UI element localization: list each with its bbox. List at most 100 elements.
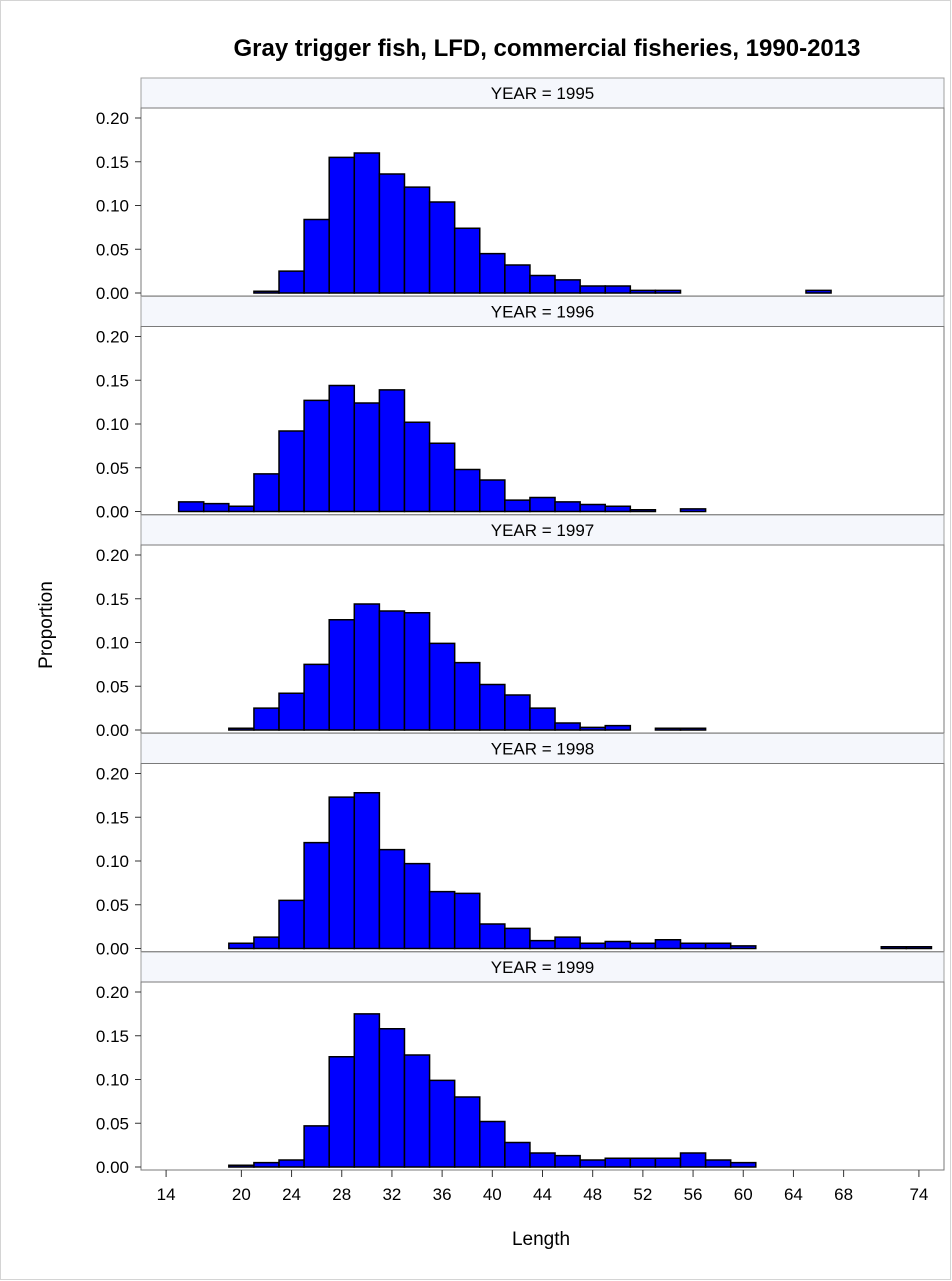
histogram-bar — [278, 1159, 305, 1168]
y-tick-label: 0.15 — [96, 153, 129, 172]
histogram-bar — [805, 289, 832, 294]
x-tick-label: 48 — [583, 1185, 602, 1204]
histogram-bar — [579, 1159, 606, 1168]
panel-label: YEAR = 1999 — [491, 958, 595, 977]
histogram-bar — [428, 1079, 456, 1168]
histogram-bar — [177, 501, 205, 513]
y-tick-label: 0.00 — [96, 284, 129, 303]
histogram-bar — [654, 939, 682, 950]
x-tick-label: 32 — [382, 1185, 401, 1204]
y-tick-label: 0.15 — [96, 808, 129, 827]
y-tick-label: 0.05 — [96, 677, 129, 696]
histogram-bar — [729, 945, 757, 950]
x-axis-label: Length — [512, 1229, 570, 1250]
histogram-bar — [403, 186, 431, 294]
histogram-bar — [378, 848, 406, 950]
y-tick-label: 0.15 — [96, 1027, 129, 1046]
histogram-bar — [403, 612, 431, 731]
y-tick-label: 0.10 — [96, 634, 129, 653]
histogram-bar — [303, 841, 330, 950]
histogram-bar — [328, 1056, 356, 1168]
histogram-bar — [453, 661, 481, 731]
histogram-bar — [328, 619, 356, 731]
histogram-bar — [453, 227, 481, 294]
y-tick-label: 0.00 — [96, 1158, 129, 1177]
histogram-bar — [479, 252, 506, 294]
y-tick-label: 0.00 — [96, 721, 129, 740]
histogram-bar — [554, 1154, 581, 1168]
panel-header — [140, 77, 945, 109]
histogram-bar — [679, 727, 707, 731]
x-tick-label: 28 — [332, 1185, 351, 1204]
histogram-bar — [504, 499, 531, 513]
chart-title: Gray trigger fish, LFD, commercial fishe… — [234, 35, 861, 62]
panel-3: YEAR = 1997 0.00 0.05 0.10 0.15 0.20 — [96, 514, 945, 740]
histogram-bar — [604, 285, 632, 294]
histogram-bar — [228, 727, 255, 731]
histogram-bar — [403, 1054, 431, 1168]
x-tick-label: 52 — [633, 1185, 652, 1204]
y-tick-label: 0.10 — [96, 852, 129, 871]
histogram-bar — [604, 940, 632, 950]
histogram-bar — [428, 642, 456, 731]
histogram-bar — [353, 603, 381, 731]
x-tick-label: 20 — [232, 1185, 251, 1204]
histogram-bar — [504, 264, 531, 294]
x-tick-label: 14 — [157, 1185, 176, 1204]
histogram-bar — [529, 496, 556, 513]
panel-1: YEAR = 1995 0.00 0.05 0.10 0.15 0.20 — [96, 77, 945, 303]
histogram-bar — [378, 173, 406, 294]
histogram-bar — [453, 1096, 481, 1168]
panel-label: YEAR = 1997 — [491, 521, 595, 540]
x-tick-label: 24 — [282, 1185, 301, 1204]
panel-label: YEAR = 1995 — [491, 84, 595, 103]
y-tick-label: 0.10 — [96, 197, 129, 216]
x-tick-label: 74 — [909, 1185, 928, 1204]
panel-2: YEAR = 1996 0.00 0.05 0.10 0.15 0.20 — [96, 296, 945, 522]
histogram-bar — [554, 936, 581, 950]
panel-header — [140, 514, 945, 546]
histogram-bar — [253, 473, 280, 513]
histogram-bar — [202, 502, 230, 513]
histogram-bar — [403, 421, 431, 513]
histogram-bar — [654, 289, 682, 294]
histogram-bar — [629, 942, 657, 950]
histogram-bar — [654, 727, 682, 731]
x-axis: 14 20 24 28 32 36 40 44 48 52 56 60 64 68 74 — [157, 1170, 928, 1204]
panels-group: YEAR = 1995 0.00 0.05 0.10 0.15 0.20 YEAR = 19… — [96, 77, 945, 1177]
histogram-bar — [554, 279, 581, 294]
histogram-bar — [378, 610, 406, 731]
histogram-bar — [228, 1164, 255, 1168]
x-tick-label: 44 — [533, 1185, 552, 1204]
histogram-bar — [253, 936, 280, 950]
y-tick-label: 0.05 — [96, 1114, 129, 1133]
histogram-bar — [529, 707, 556, 731]
y-tick-label: 0.05 — [96, 459, 129, 478]
y-tick-label: 0.20 — [96, 765, 129, 784]
histogram-bar — [529, 274, 556, 294]
y-tick-label: 0.15 — [96, 590, 129, 609]
histogram-bar — [604, 724, 632, 731]
histogram-bar — [679, 1152, 707, 1168]
histogram-bar — [679, 508, 707, 513]
x-tick-label: 40 — [483, 1185, 502, 1204]
histogram-bar — [729, 1161, 757, 1168]
y-tick-label: 0.20 — [96, 328, 129, 347]
histogram-bar — [579, 503, 606, 513]
histogram-bar — [453, 892, 481, 950]
x-tick-label: 60 — [734, 1185, 753, 1204]
histogram-bar — [905, 946, 933, 950]
histogram-bar — [479, 1120, 506, 1168]
histogram-bar — [479, 479, 506, 513]
y-tick-label: 0.10 — [96, 415, 129, 434]
panel-label: YEAR = 1996 — [491, 303, 595, 322]
y-tick-label: 0.20 — [96, 983, 129, 1002]
panel-4: YEAR = 1998 0.00 0.05 0.10 0.15 0.20 — [96, 733, 945, 959]
histogram-bar — [428, 442, 456, 513]
histogram-bar — [629, 1157, 657, 1168]
histogram-bar — [504, 694, 531, 731]
histogram-bar — [428, 201, 456, 294]
y-tick-label: 0.20 — [96, 109, 129, 128]
